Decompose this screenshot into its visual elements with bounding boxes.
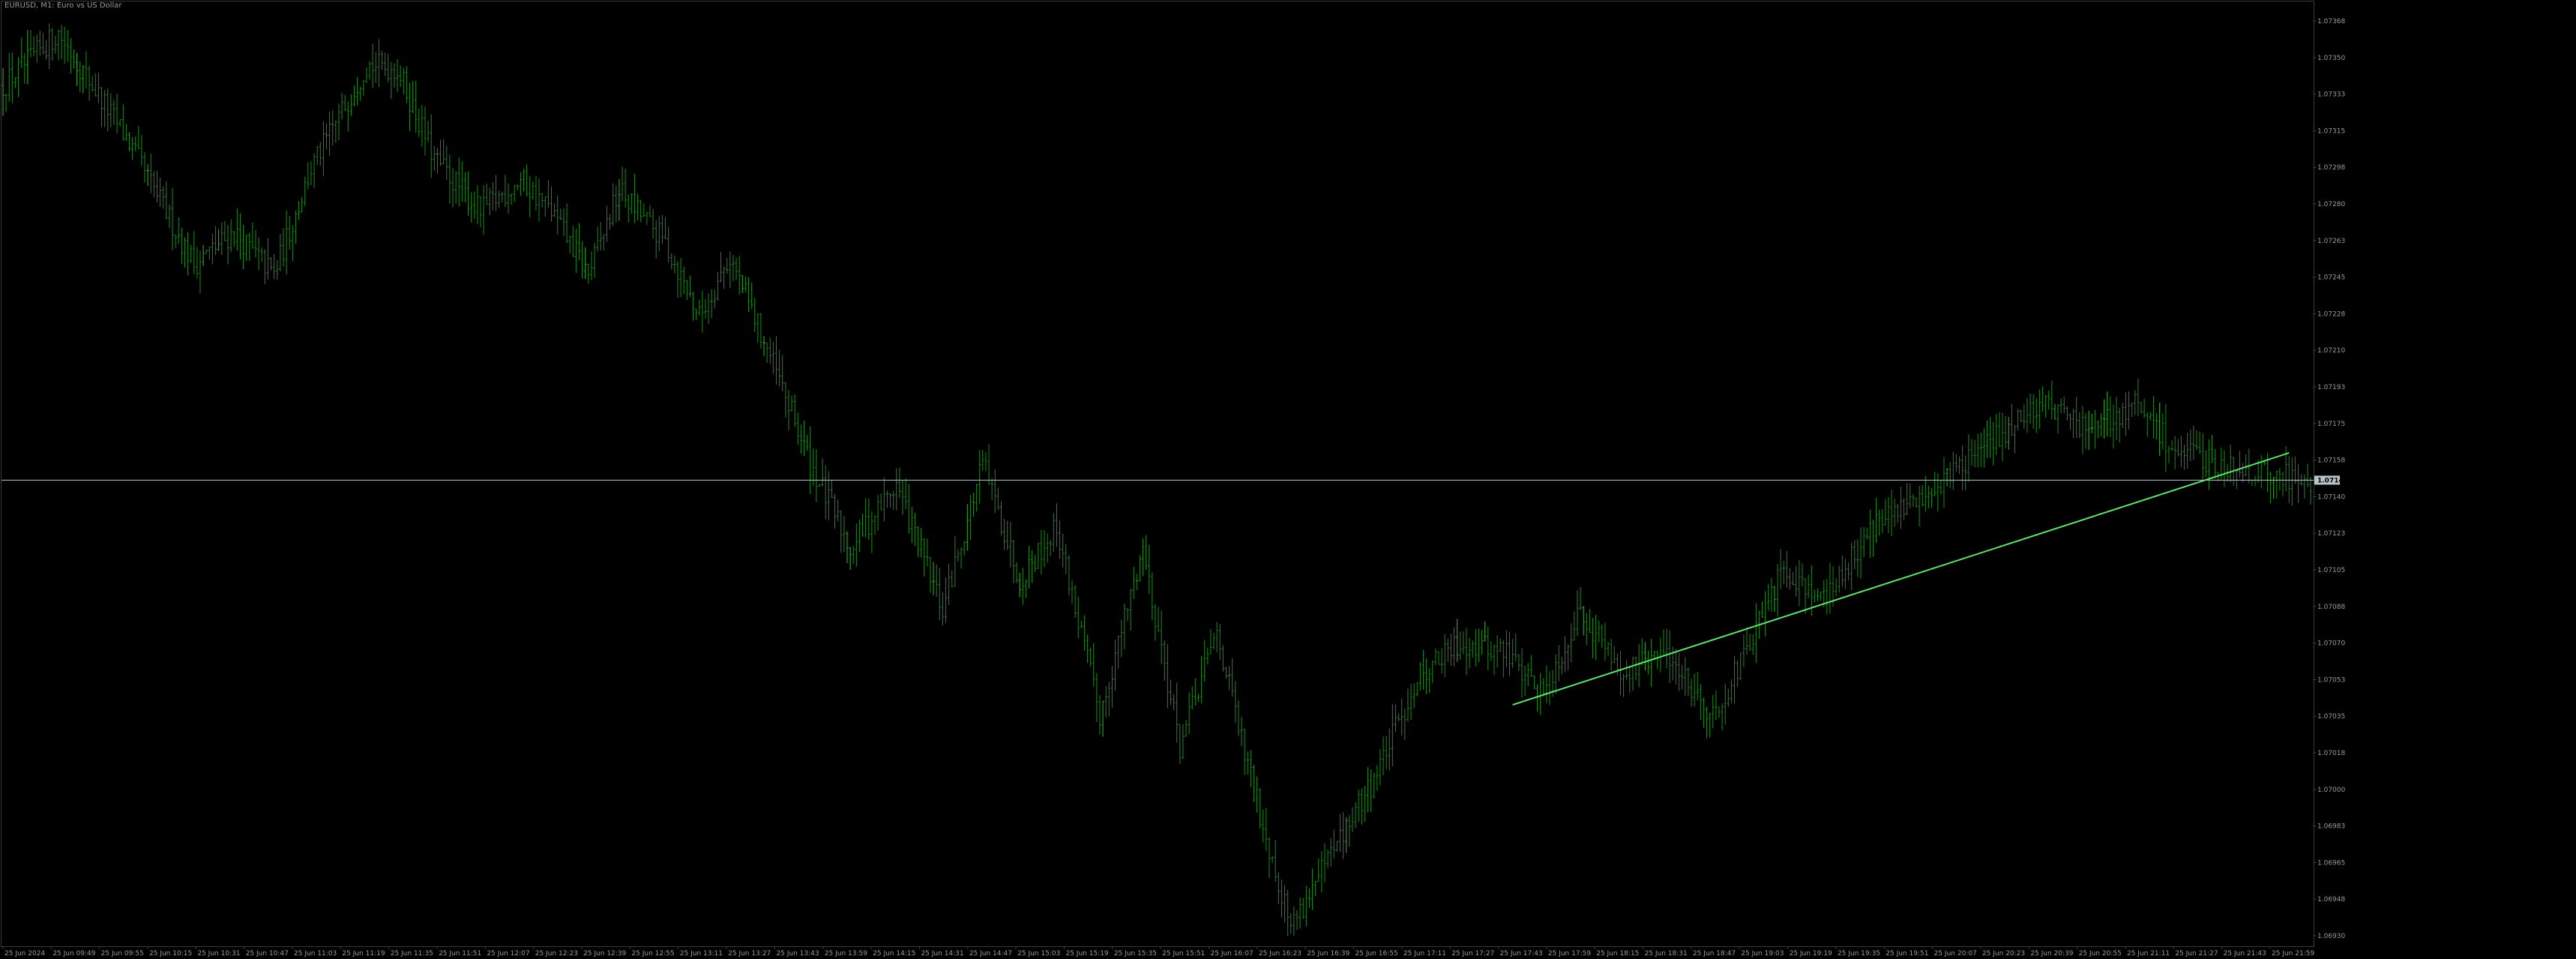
time-tick-label: 25 Jun 15:03 (1017, 950, 1060, 958)
time-tick-label: 25 Jun 20:39 (2030, 950, 2073, 958)
time-tick-label: 25 Jun 16:23 (1259, 950, 1301, 958)
time-tick-label: 25 Jun 2024 (4, 950, 45, 958)
ohlc-bars (1, 23, 2312, 937)
time-tick-label: 25 Jun 20:23 (1982, 950, 2025, 958)
price-tick-label: 1.07263 (2317, 238, 2345, 245)
time-axis[interactable]: 25 Jun 2024 25 Jun 09:49 25 Jun 09:55 25 Ju… (2, 946, 2314, 958)
price-tick-label: 1.07280 (2317, 201, 2345, 208)
time-tick-label: 25 Jun 13:43 (776, 950, 819, 958)
price-tick-label: 1.06930 (2317, 933, 2345, 940)
price-tick-label: 1.07298 (2317, 164, 2345, 172)
price-tick-label: 1.06983 (2317, 823, 2345, 831)
time-tick-label: 25 Jun 19:51 (1886, 950, 1928, 958)
time-tick-label: 25 Jun 21:59 (2272, 950, 2314, 958)
time-tick-label: 25 Jun 13:11 (680, 950, 723, 958)
time-tick-label: 25 Jun 16:39 (1307, 950, 1349, 958)
price-tag-label: 1.07142 (2317, 477, 2348, 484)
price-tick-label: 1.07035 (2317, 713, 2345, 721)
time-tick-label: 25 Jun 18:15 (1596, 950, 1639, 958)
price-tick-label: 1.07000 (2317, 787, 2345, 794)
price-tick-label: 1.07018 (2317, 750, 2345, 757)
time-tick-label: 25 Jun 21:11 (2127, 950, 2170, 958)
price-tick-label: 1.07105 (2317, 567, 2345, 574)
time-tick-label: 25 Jun 13:27 (728, 950, 771, 958)
price-tick-label: 1.07088 (2317, 604, 2345, 611)
price-tick-label: 1.07210 (2317, 347, 2345, 355)
time-tick-label: 25 Jun 12:39 (583, 950, 626, 958)
time-tick-label: 25 Jun 15:51 (1162, 950, 1205, 958)
time-tick-label: 25 Jun 13:59 (825, 950, 867, 958)
price-tick-label: 1.07368 (2317, 18, 2345, 25)
time-tick-label: 25 Jun 14:47 (969, 950, 1012, 958)
price-tick-label: 1.07245 (2317, 274, 2345, 282)
time-tick-label: 25 Jun 20:55 (2079, 950, 2122, 958)
time-tick-label: 25 Jun 14:15 (873, 950, 915, 958)
current-price-tag: 1.07142 (2314, 475, 2348, 485)
price-tick-label: 1.06948 (2317, 896, 2345, 904)
time-tick-label: 25 Jun 19:19 (1790, 950, 1832, 958)
time-tick-label: 25 Jun 11:19 (342, 950, 385, 958)
price-axis[interactable]: 1.07368 1.07350 1.07333 1.07315 1.07298 1.072… (2313, 18, 2345, 940)
time-tick-label: 25 Jun 10:15 (149, 950, 192, 958)
price-tick-label: 1.06965 (2317, 859, 2345, 867)
time-tick-label: 25 Jun 21:27 (2175, 950, 2218, 958)
time-tick-label: 25 Jun 18:31 (1645, 950, 1688, 958)
time-tick-label: 25 Jun 17:43 (1500, 950, 1543, 958)
time-tick-label: 25 Jun 19:35 (1838, 950, 1880, 958)
time-tick-label: 25 Jun 12:07 (487, 950, 529, 958)
time-tick-label: 25 Jun 17:27 (1451, 950, 1494, 958)
time-tick-label: 25 Jun 12:23 (535, 950, 578, 958)
time-tick-label: 25 Jun 18:47 (1693, 950, 1736, 958)
time-tick-label: 25 Jun 17:11 (1403, 950, 1446, 958)
time-tick-label: 25 Jun 10:31 (197, 950, 240, 958)
price-tick-label: 1.07123 (2317, 530, 2345, 538)
time-tick-label: 25 Jun 10:47 (246, 950, 289, 958)
time-tick-label: 25 Jun 09:49 (52, 950, 95, 958)
time-tick-label: 25 Jun 12:55 (631, 950, 674, 958)
time-tick-label: 25 Jun 19:03 (1741, 950, 1784, 958)
price-tick-label: 1.07070 (2317, 640, 2345, 648)
time-tick-label: 25 Jun 17:59 (1548, 950, 1591, 958)
time-tick-label: 25 Jun 11:03 (294, 950, 337, 958)
price-tick-label: 1.07350 (2317, 55, 2345, 62)
time-tick-label: 25 Jun 11:35 (391, 950, 433, 958)
trendline[interactable] (1512, 452, 2290, 706)
price-tick-label: 1.07228 (2317, 310, 2345, 318)
price-tick-label: 1.07333 (2317, 91, 2345, 99)
time-tick-label: 25 Jun 15:35 (1114, 950, 1157, 958)
price-tick-label: 1.07193 (2317, 384, 2345, 391)
time-tick-label: 25 Jun 09:55 (101, 950, 144, 958)
price-tag-background (2314, 475, 2340, 485)
plot-area[interactable] (1, 1, 2314, 947)
price-tick-label: 1.07053 (2317, 676, 2345, 684)
price-tick-label: 1.07175 (2317, 421, 2345, 428)
time-tick-label: 25 Jun 21:43 (2224, 950, 2266, 958)
price-tick-label: 1.07158 (2317, 457, 2345, 465)
time-tick-label: 25 Jun 11:51 (439, 950, 481, 958)
chart-title: EURUSD, M1: Euro vs US Dollar (4, 1, 122, 10)
price-tick-label: 1.07315 (2317, 127, 2345, 135)
time-tick-label: 25 Jun 20:07 (1934, 950, 1977, 958)
time-tick-label: 25 Jun 15:19 (1065, 950, 1108, 958)
time-tick-label: 25 Jun 16:55 (1355, 950, 1398, 958)
price-tick-label: 1.07140 (2317, 493, 2345, 501)
time-tick-label: 25 Jun 14:31 (921, 950, 963, 958)
time-tick-label: 25 Jun 16:07 (1211, 950, 1254, 958)
